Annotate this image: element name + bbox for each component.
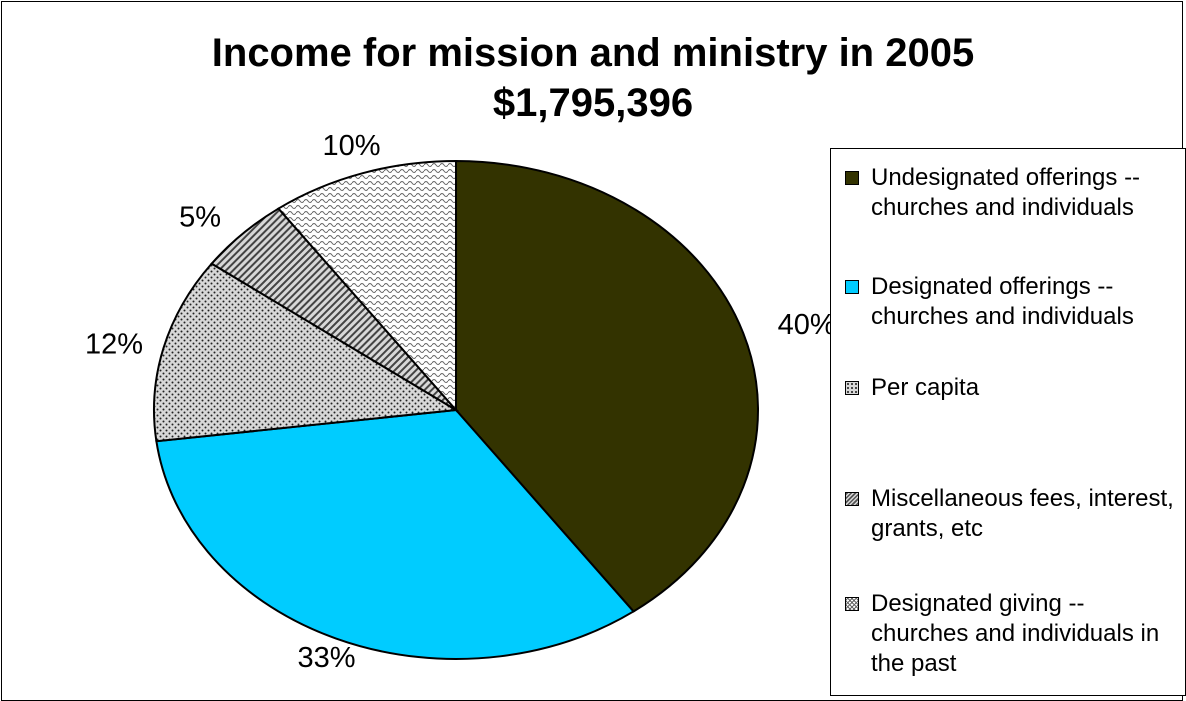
pie-chart: 40% 33% 12% 5% 10% [85,130,836,674]
legend-swatch [845,381,859,395]
legend-label: Undesignated offerings -- churches and i… [871,164,1141,221]
legend-label: Miscellaneous fees, interest, grants, et… [871,485,1174,542]
slice-data-label: 12% [85,329,143,361]
legend-swatch [845,492,859,506]
legend-label: Per capita [871,374,980,401]
slice-data-label: 33% [297,642,355,674]
pie-slice [455,159,759,613]
chart-legend: Undesignated offerings -- churches and i… [830,148,1186,696]
slice-data-label: 5% [179,201,221,233]
legend-swatch [845,171,859,185]
slice-data-label: 40% [778,309,836,341]
chart-title-block: Income for mission and ministry in 2005 … [0,28,1186,128]
pie-slice [276,159,457,413]
legend-swatch [845,597,859,611]
chart-title: Income for mission and ministry in 2005 [211,31,975,75]
legend-item: Designated offerings -- churches and ind… [845,272,1175,332]
legend-swatch [845,280,859,294]
pie-slice [153,262,460,443]
legend-item: Miscellaneous fees, interest, grants, et… [845,484,1175,544]
legend-item: Undesignated offerings -- churches and i… [845,163,1175,223]
legend-item: Designated giving -- churches and indivi… [845,589,1175,679]
chart-subtitle: $1,795,396 [492,81,694,125]
pie-slice [155,408,636,660]
legend-label: Designated giving -- churches and indivi… [871,590,1160,677]
slice-data-label: 10% [322,130,380,162]
legend-item: Per capita [845,373,1175,403]
legend-label: Designated offerings -- churches and ind… [871,273,1134,330]
